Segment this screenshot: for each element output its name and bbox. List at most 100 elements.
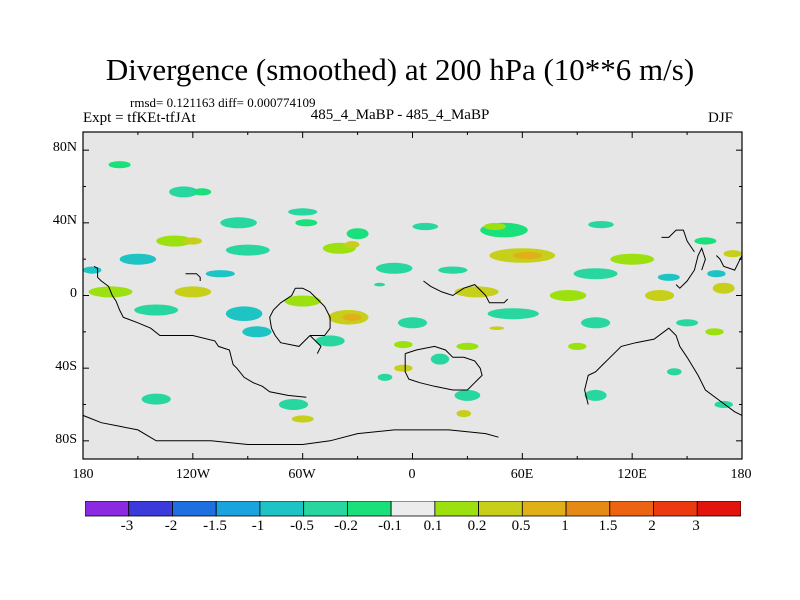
- contour-fill-region: [412, 222, 439, 231]
- contour-fill-region: [707, 270, 726, 278]
- contour-fill-region: [342, 313, 362, 321]
- x-tick-label: 120W: [175, 467, 211, 482]
- colorbar-label: 0.2: [467, 518, 487, 534]
- coastline: [661, 229, 695, 253]
- axis-ticks: [82, 132, 743, 459]
- contour-fill-region: [278, 399, 309, 410]
- coastline: [675, 247, 706, 289]
- contour-fill-region: [487, 308, 539, 320]
- contour-fill-region: [549, 290, 587, 301]
- colorbar-swatch: [259, 501, 305, 517]
- x-tick-label: 120E: [617, 467, 647, 482]
- colorbar-swatch: [696, 501, 741, 517]
- contour-fill-region: [346, 228, 369, 240]
- contour-fill-region: [430, 353, 450, 365]
- contour-fill-region: [156, 235, 193, 247]
- colorbar-swatch: [172, 501, 217, 517]
- colorbar-swatch: [609, 501, 654, 517]
- contour-fill-region: [705, 328, 724, 336]
- contour-fill-region: [581, 317, 611, 329]
- contour-fill-region: [438, 266, 468, 274]
- contour-fill-region: [225, 306, 263, 322]
- y-tick-label: 40N: [52, 213, 77, 228]
- contour-fill-region: [454, 286, 499, 298]
- contour-fill-region: [657, 273, 680, 281]
- contour-fill-region: [344, 241, 360, 249]
- colorbar-label: 2: [648, 518, 656, 534]
- contour-fill-region: [242, 326, 272, 338]
- rmsd-diff-stats: rmsd= 0.121163 diff= 0.000774109: [130, 95, 316, 110]
- contour-fill-region: [714, 400, 733, 409]
- contour-fill-region: [394, 341, 413, 349]
- colorbar-label: -3: [120, 518, 134, 534]
- contour-fill-layer: [83, 161, 742, 423]
- season-label: DJF: [708, 110, 734, 126]
- contour-fill-region: [712, 282, 735, 294]
- contour-fill-region: [723, 250, 742, 258]
- colorbar-swatch: [85, 501, 130, 517]
- contour-fill-region: [315, 335, 345, 347]
- colorbar-label: -1: [251, 518, 265, 534]
- contour-fill-region: [588, 221, 614, 229]
- colorbar-label: -2: [164, 518, 178, 534]
- contour-fill-region: [584, 389, 607, 401]
- contour-fill-region: [288, 208, 318, 216]
- x-tick-label: 0: [408, 467, 416, 482]
- colorbar-label: 3: [692, 518, 700, 534]
- contour-fill-region: [119, 253, 157, 265]
- contour-fill-region: [377, 373, 393, 381]
- colorbar-label: 1.5: [598, 518, 618, 534]
- colorbar-swatch: [303, 501, 348, 517]
- colorbar-swatch: [653, 501, 698, 517]
- coastline: [83, 414, 499, 445]
- contour-fill-region: [291, 415, 314, 423]
- colorbar-swatch: [215, 501, 261, 517]
- contour-fill-region: [205, 270, 235, 278]
- contour-fill-region: [483, 222, 506, 231]
- colorbar-label: -0.5: [290, 518, 314, 534]
- case-label: 485_4_MaBP - 485_4_MaBP: [310, 107, 490, 123]
- contour-fill-region: [513, 251, 543, 260]
- contour-fill-region: [134, 304, 179, 316]
- coastline: [423, 280, 509, 304]
- experiment-label: Expt = tfKEt-tfJAt: [83, 110, 196, 126]
- contour-fill-region: [220, 217, 257, 229]
- contour-fill-region: [694, 237, 717, 245]
- colorbar-swatch: [521, 501, 567, 517]
- colorbar-label: -0.1: [378, 518, 402, 534]
- contour-fill-region: [394, 364, 413, 372]
- colorbar-label: -0.2: [334, 518, 358, 534]
- contour-fill-region: [295, 219, 318, 227]
- coastline-layer: [83, 229, 742, 445]
- coastline: [716, 255, 742, 271]
- contour-fill-region: [183, 237, 202, 245]
- contour-fill-region: [456, 410, 472, 418]
- contour-fill-region: [610, 253, 655, 265]
- coastline: [269, 287, 331, 347]
- contour-fill-region: [225, 244, 270, 256]
- contour-fill-region: [645, 290, 675, 301]
- coastline: [584, 327, 742, 416]
- x-tick-label: 180: [730, 467, 752, 482]
- contour-fill-region: [192, 188, 212, 196]
- colorbar-swatch: [565, 501, 611, 517]
- contour-fill-region: [141, 393, 171, 405]
- y-tick-label: 40S: [55, 359, 77, 374]
- colorbar-label: -1.5: [203, 518, 227, 534]
- contour-fill-region: [174, 286, 212, 298]
- contour-fill-region: [676, 319, 699, 327]
- contour-fill-region: [169, 186, 199, 198]
- colorbar-label: 0.1: [423, 518, 443, 534]
- coastline: [185, 273, 201, 281]
- coastline: [309, 335, 322, 354]
- colorbar-label: 0.5: [511, 518, 531, 534]
- colorbar-swatch: [346, 501, 392, 517]
- contour-fill-region: [456, 342, 479, 350]
- coastline: [404, 345, 483, 391]
- chart-title: Divergence (smoothed) at 200 hPa (10**6 …: [105, 52, 695, 87]
- colorbar-swatch: [390, 501, 436, 517]
- y-tick-label: 80N: [52, 140, 77, 155]
- contour-fill-region: [489, 326, 505, 331]
- contour-fill-region: [83, 266, 102, 274]
